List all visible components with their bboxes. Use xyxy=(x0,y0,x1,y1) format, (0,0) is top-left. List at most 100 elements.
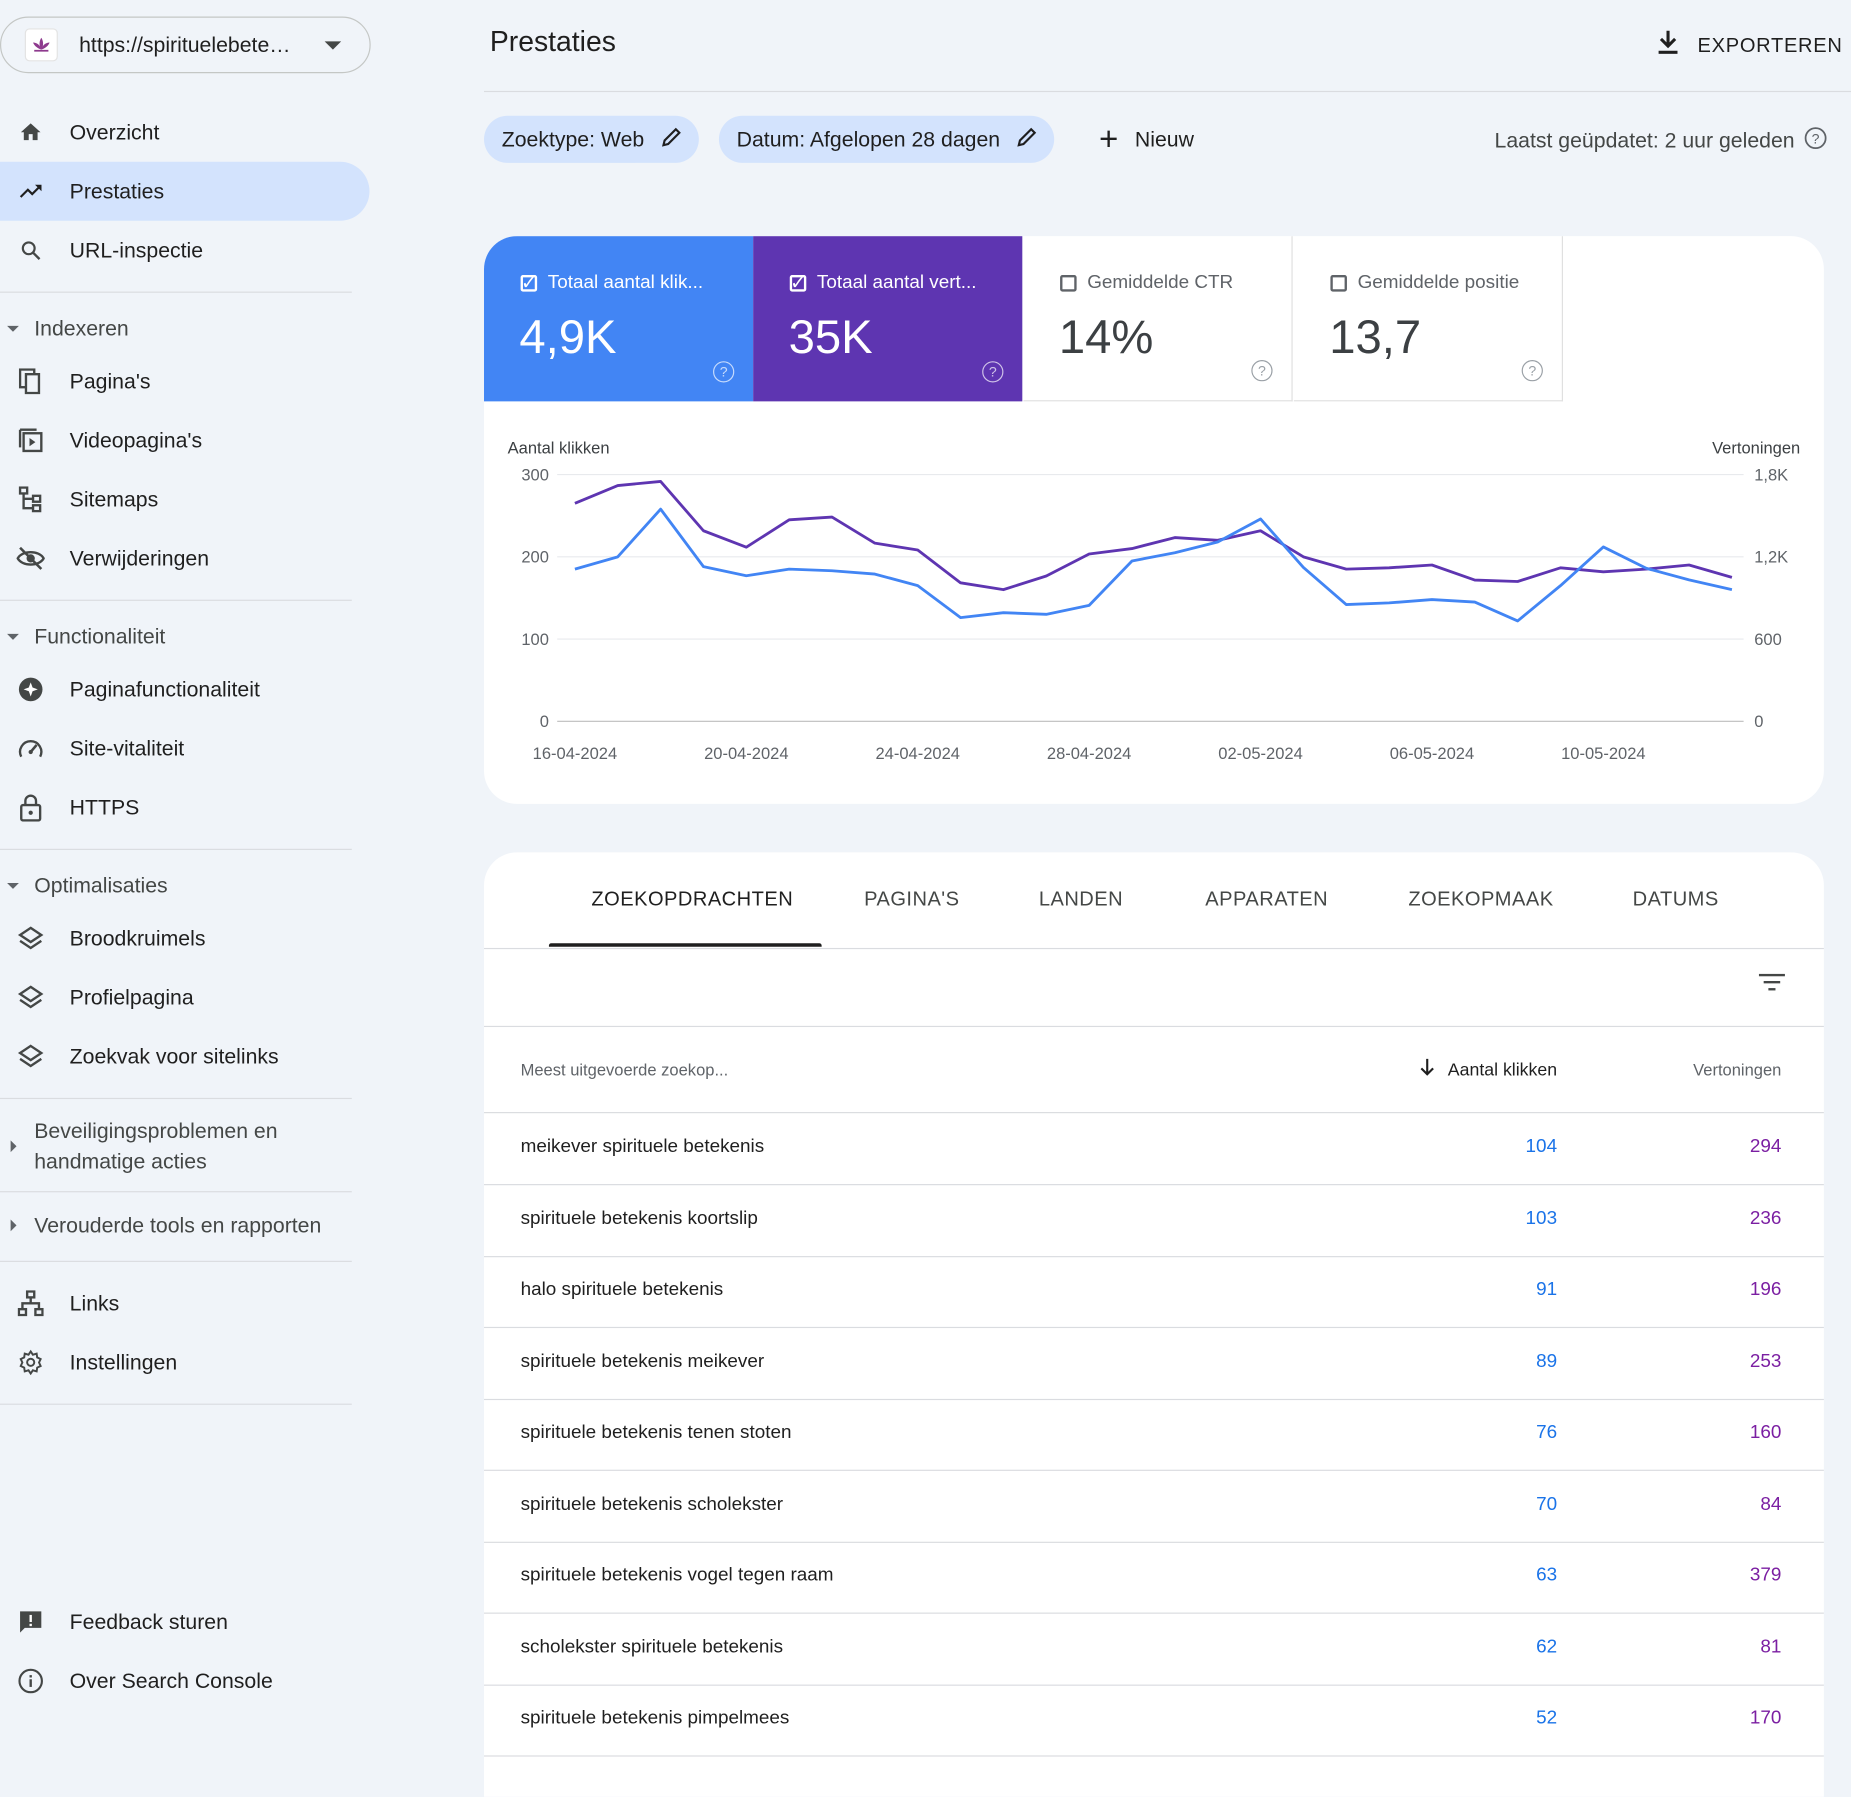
dimensions-table-card: ZOEKOPDRACHTEN PAGINA'S LANDEN APPARATEN… xyxy=(484,852,1824,1797)
export-button[interactable]: EXPORTEREN xyxy=(1655,28,1842,62)
sidebar-item-label: Videopagina's xyxy=(69,427,203,452)
search-type-filter-chip[interactable]: Zoektype: Web xyxy=(484,115,699,163)
sidebar-item-label: Paginafunctionaliteit xyxy=(69,677,260,701)
table-row[interactable]: meikever spirituele betekenis 104 294 xyxy=(484,1113,1824,1186)
column-header-query[interactable]: Meest uitgevoerde zoekop... xyxy=(520,1060,729,1079)
divider xyxy=(484,90,1851,93)
metric-ctr[interactable]: Gemiddelde CTR 14% ? xyxy=(1023,236,1293,402)
layers-icon xyxy=(17,1042,45,1070)
row-impressions: 196 xyxy=(1749,1279,1782,1300)
row-clicks: 104 xyxy=(1525,1136,1558,1157)
y-right-axis-title: Vertoningen xyxy=(1712,438,1800,457)
sidebar-item-label: Profielpagina xyxy=(69,985,194,1009)
nav-group-indexeren[interactable]: Indexeren xyxy=(0,305,371,352)
tab-zoekopmaak[interactable]: ZOEKOPMAAK xyxy=(1408,887,1554,911)
sitemap-icon xyxy=(17,485,45,513)
checkbox-unchecked-icon[interactable] xyxy=(1060,275,1077,292)
y-right-tick-label: 600 xyxy=(1754,630,1782,649)
sidebar-item-over[interactable]: Over Search Console xyxy=(0,1652,369,1711)
metric-value: 4,9K xyxy=(519,311,617,364)
row-clicks: 76 xyxy=(1536,1422,1558,1443)
sidebar-item-label: Prestaties xyxy=(69,178,165,203)
new-filter-label: Nieuw xyxy=(1134,126,1194,151)
sidebar-item-label: Zoekvak voor sitelinks xyxy=(69,1044,279,1068)
sidebar-item-feedback[interactable]: Feedback sturen xyxy=(0,1592,369,1651)
table-row[interactable]: spirituele betekenis scholekster 70 84 xyxy=(484,1470,1824,1543)
metric-position[interactable]: Gemiddelde positie 13,7 ? xyxy=(1293,236,1563,402)
tab-landen[interactable]: LANDEN xyxy=(1038,887,1124,911)
help-icon[interactable]: ? xyxy=(1251,360,1273,382)
table-row[interactable]: spirituele betekenis tenen stoten 76 160 xyxy=(484,1399,1824,1471)
series-line-vertoningen xyxy=(574,479,1733,592)
checkbox-unchecked-icon[interactable] xyxy=(1330,275,1347,292)
sidebar-item-verwijderingen[interactable]: Verwijderingen xyxy=(0,529,369,588)
row-query: scholekster spirituele betekenis xyxy=(520,1636,784,1657)
nav-group-label: Indexeren xyxy=(34,315,129,340)
y-left-tick-label: 100 xyxy=(521,630,549,649)
sidebar-item-prestaties[interactable]: Prestaties xyxy=(0,161,370,221)
divider xyxy=(0,599,352,601)
help-icon[interactable]: ? xyxy=(982,361,1004,383)
metric-impressions[interactable]: ✓ Totaal aantal vert... 35K ? xyxy=(753,236,1023,402)
help-icon[interactable]: ? xyxy=(1804,126,1828,156)
row-clicks: 70 xyxy=(1536,1493,1558,1514)
sidebar-item-site-vitaliteit[interactable]: Site-vitaliteit xyxy=(0,719,369,778)
tab-zoekopdrachten[interactable]: ZOEKOPDRACHTEN xyxy=(591,887,794,911)
sidebar-item-url-inspectie[interactable]: URL-inspectie xyxy=(0,221,369,280)
filter-icon[interactable] xyxy=(1758,970,1786,1000)
nav-group-beveiliging[interactable]: Beveiligingsproblemen en handmatige acti… xyxy=(0,1111,371,1182)
table-row[interactable]: scholekster spirituele betekenis 62 81 xyxy=(484,1613,1824,1686)
column-header-impressions[interactable]: Vertoningen xyxy=(1693,1060,1782,1079)
performance-chart-card: ✓ Totaal aantal klik... 4,9K ? ✓ Totaal aa… xyxy=(484,236,1824,804)
row-query: spirituele betekenis vogel tegen raam xyxy=(520,1565,834,1586)
nav-group-verouderd[interactable]: Verouderde tools en rapporten xyxy=(0,1202,371,1249)
sidebar-item-https[interactable]: HTTPS xyxy=(0,778,369,837)
table-row[interactable]: spirituele betekenis meikever 89 253 xyxy=(484,1327,1824,1400)
table-row[interactable]: spirituele betekenis pimpelmees 52 170 xyxy=(484,1685,1824,1757)
tab-datums[interactable]: DATUMS xyxy=(1632,887,1719,911)
sidebar-item-links[interactable]: Links xyxy=(0,1274,369,1333)
checkbox-checked-icon[interactable]: ✓ xyxy=(520,273,538,294)
sidebar-item-zoekvak[interactable]: Zoekvak voor sitelinks xyxy=(0,1027,369,1086)
divider xyxy=(0,1403,352,1405)
plus-circle-icon xyxy=(17,675,45,703)
arrow-down-icon xyxy=(1419,1058,1436,1082)
sidebar-item-videopaginas[interactable]: Videopagina's xyxy=(0,411,369,470)
sidebar-item-overzicht[interactable]: Overzicht xyxy=(0,103,369,162)
sidebar-item-paginafunctionaliteit[interactable]: Paginafunctionaliteit xyxy=(0,660,369,719)
sidebar-item-broodkruimels[interactable]: Broodkruimels xyxy=(0,909,369,968)
help-icon[interactable]: ? xyxy=(713,361,735,383)
sidebar-item-instellingen[interactable]: Instellingen xyxy=(0,1333,369,1392)
checkbox-checked-icon[interactable]: ✓ xyxy=(789,273,807,294)
sidebar-item-paginas[interactable]: Pagina's xyxy=(0,352,369,411)
column-header-clicks[interactable]: Aantal klikken xyxy=(1419,1058,1557,1082)
new-filter-button[interactable]: + Nieuw xyxy=(1099,122,1194,155)
table-header: Meest uitgevoerde zoekop... Aantal klikk… xyxy=(484,1027,1824,1114)
y-left-tick-label: 200 xyxy=(521,548,549,567)
table-row[interactable]: spirituele betekenis vogel tegen raam 63 3… xyxy=(484,1542,1824,1614)
y-right-tick-label: 1,8K xyxy=(1754,465,1788,484)
table-row[interactable]: spirituele betekenis koortslip 103 236 xyxy=(484,1185,1824,1257)
tab-apparaten[interactable]: APPARATEN xyxy=(1205,887,1329,911)
nav-group-label: Optimalisaties xyxy=(34,872,168,897)
nav-group-functionaliteit[interactable]: Functionaliteit xyxy=(0,613,371,660)
sidebar-item-profielpagina[interactable]: Profielpagina xyxy=(0,968,369,1027)
tab-paginas[interactable]: PAGINA'S xyxy=(864,887,960,911)
row-query: spirituele betekenis tenen stoten xyxy=(520,1422,792,1443)
y-left-axis-title: Aantal klikken xyxy=(508,438,610,457)
metric-clicks[interactable]: ✓ Totaal aantal klik... 4,9K ? xyxy=(484,236,754,402)
date-filter-chip[interactable]: Datum: Afgelopen 28 dagen xyxy=(718,115,1055,163)
metric-value: 13,7 xyxy=(1329,311,1422,364)
nav-group-optimalisaties[interactable]: Optimalisaties xyxy=(0,862,371,909)
sidebar-item-label: Links xyxy=(69,1290,120,1315)
chip-label: Datum: Afgelopen 28 dagen xyxy=(736,126,1001,151)
sidebar-item-sitemaps[interactable]: Sitemaps xyxy=(0,470,369,529)
expand-icon xyxy=(10,1219,17,1232)
x-tick-label: 20-04-2024 xyxy=(704,744,788,763)
help-icon[interactable]: ? xyxy=(1521,360,1543,382)
lock-icon xyxy=(17,793,45,822)
layers-icon xyxy=(17,983,45,1011)
table-row[interactable]: halo spirituele betekenis 91 196 xyxy=(484,1256,1824,1329)
row-impressions: 379 xyxy=(1749,1565,1782,1586)
